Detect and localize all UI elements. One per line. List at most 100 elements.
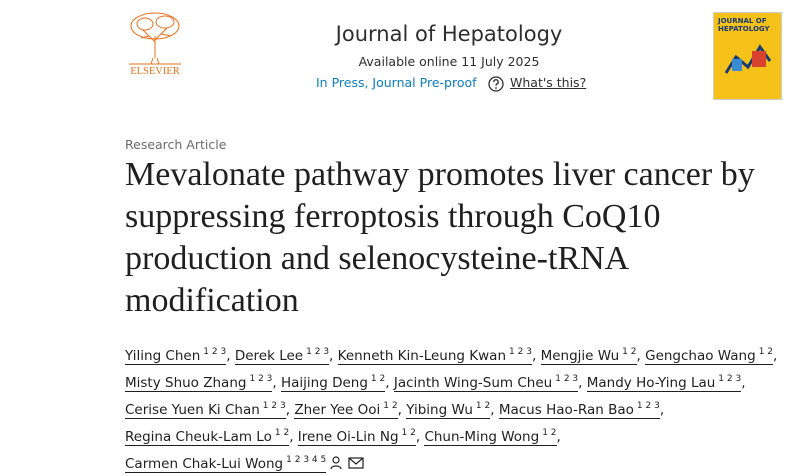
contact-icons[interactable] — [330, 456, 366, 470]
affiliation: 2 — [630, 347, 637, 357]
affiliation: 1 — [286, 455, 292, 465]
separator: , — [329, 348, 334, 364]
affiliation: 3 — [735, 374, 742, 384]
author-name: Mandy Ho-Ying Lau — [586, 375, 716, 391]
author-link[interactable]: Haijing Deng 1 2 — [281, 374, 386, 392]
author-name: Macus Hao-Ran Bao — [498, 402, 634, 418]
affiliations: 1 2 3 — [509, 347, 532, 357]
affiliations: 1 2 — [542, 428, 556, 438]
affiliation: 3 — [323, 347, 330, 357]
affiliation: 1 — [274, 428, 281, 438]
author-link[interactable]: Kenneth Kin-Leung Kwan 1 2 3 — [337, 347, 532, 365]
author-link[interactable]: Zher Yee Ooi 1 2 — [294, 401, 398, 419]
affiliation: 1 — [718, 374, 725, 384]
affiliation: 2 — [645, 401, 652, 411]
author-link[interactable]: Cerise Yuen Ki Chan 1 2 3 — [125, 401, 286, 419]
author-link[interactable]: Chun-Ming Wong 1 2 — [424, 428, 557, 446]
affiliation: 1 — [758, 347, 765, 357]
author-name: Cerise Yuen Ki Chan — [125, 402, 260, 418]
author-line: Regina Cheuk-Lam Lo 1 2, Irene Oi-Lin Ng 1… — [125, 422, 795, 449]
author-name: Jacinth Wing-Sum Cheu — [393, 375, 553, 391]
author-link[interactable]: Derek Lee 1 2 3 — [234, 347, 330, 365]
author-link[interactable]: Yibing Wu 1 2 — [406, 401, 491, 419]
author-name: Derek Lee — [234, 348, 304, 364]
author-name: Zher Yee Ooi — [294, 402, 381, 418]
separator: , — [578, 375, 583, 391]
author-name: Haijing Deng — [281, 375, 368, 391]
page: ELSEVIER Journal of Hepatology Available… — [125, 12, 782, 473]
article-type: Research Article — [125, 137, 227, 152]
author-line: Cerise Yuen Ki Chan 1 2 3, Zher Yee Ooi 1 … — [125, 395, 795, 422]
separator: , — [556, 429, 561, 445]
author-name: Gengchao Wang — [645, 348, 756, 364]
affiliation: 2 — [517, 347, 524, 357]
cover-art — [724, 44, 772, 74]
affiliations: 1 2 — [371, 374, 385, 384]
affiliations: 1 2 3 — [718, 374, 741, 384]
author-link[interactable]: Regina Cheuk-Lam Lo 1 2 — [125, 428, 290, 446]
cover-title: JOURNAL OF HEPATOLOGY — [718, 17, 770, 33]
author-list: Yiling Chen 1 2 3, Derek Lee 1 2 3, Kennet… — [125, 341, 795, 476]
affiliation: 1 — [509, 347, 515, 357]
affiliation: 1 — [249, 374, 256, 384]
affiliation: 2 — [767, 347, 774, 357]
affiliation: 3 — [303, 455, 310, 465]
help-link[interactable]: What's this? — [510, 75, 587, 90]
separator: , — [636, 348, 641, 364]
author-name: Irene Oi-Lin Ng — [297, 429, 399, 445]
affiliation: 3 — [280, 401, 286, 411]
author-name: Yibing Wu — [406, 402, 473, 418]
affiliations: 1 2 3 — [555, 374, 578, 384]
author-line: Yiling Chen 1 2 3, Derek Lee 1 2 3, Kennet… — [125, 341, 795, 368]
author-link[interactable]: Misty Shuo Zhang 1 2 3 — [125, 374, 273, 392]
affiliation: 3 — [654, 401, 660, 411]
affiliation: 1 — [370, 374, 377, 384]
article-title: Mevalonate pathway promotes liver cancer… — [125, 156, 755, 319]
author-link[interactable]: Irene Oi-Lin Ng 1 2 — [297, 428, 416, 446]
affiliations: 1 2 3 — [306, 347, 329, 357]
affiliation: 1 — [262, 401, 269, 411]
affiliations: 1 2 — [622, 347, 636, 357]
author-link[interactable]: Carmen Chak-Lui Wong 1 2 3 4 5 — [125, 455, 327, 473]
affiliation: 2 — [271, 401, 278, 411]
available-date: Available online 11 July 2025 — [358, 54, 540, 69]
affiliation: 1 — [475, 401, 482, 411]
affiliation: 2 — [726, 374, 733, 384]
help-icon — [488, 76, 504, 92]
author-line: Misty Shuo Zhang 1 2 3, Haijing Deng 1 2, … — [125, 368, 795, 395]
author-name: Regina Cheuk-Lam Lo — [125, 429, 272, 445]
author-name: Chun-Ming Wong — [424, 429, 540, 445]
separator: , — [415, 429, 421, 445]
author-link[interactable]: Gengchao Wang 1 2 — [645, 347, 774, 365]
affiliation: 2 — [563, 374, 570, 384]
affiliations: 1 2 — [383, 401, 397, 411]
author-link[interactable]: Yiling Chen 1 2 3 — [125, 347, 227, 365]
author-link[interactable]: Macus Hao-Ran Bao 1 2 3 — [498, 401, 660, 419]
affiliations: 1 2 3 4 5 — [286, 455, 326, 465]
affiliation: 1 — [622, 347, 628, 357]
affiliations: 1 2 — [402, 428, 416, 438]
author-name: Misty Shuo Zhang — [125, 375, 247, 391]
affiliations: 1 2 — [759, 347, 773, 357]
separator: , — [272, 375, 277, 391]
affiliation: 2 — [211, 347, 218, 357]
journal-cover[interactable]: JOURNAL OF HEPATOLOGY — [713, 12, 782, 100]
separator: , — [773, 348, 778, 364]
author-link[interactable]: Jacinth Wing-Sum Cheu 1 2 3 — [393, 374, 579, 392]
author-link[interactable]: Mengjie Wu 1 2 — [540, 347, 637, 365]
affiliation: 1 — [636, 401, 643, 411]
author-link[interactable]: Mandy Ho-Ying Lau 1 2 3 — [586, 374, 742, 392]
separator: , — [397, 402, 402, 418]
affiliation: 1 — [306, 347, 312, 357]
separator: , — [385, 375, 390, 391]
affiliation: 2 — [550, 428, 557, 438]
affiliation: 2 — [410, 428, 416, 438]
separator: , — [285, 402, 291, 418]
affiliation: 3 — [266, 374, 273, 384]
affiliations: 1 2 3 — [203, 347, 226, 357]
elsevier-logo: ELSEVIER — [129, 12, 181, 77]
publisher: ELSEVIER — [130, 66, 180, 77]
journal-title[interactable]: Journal of Hepatology — [335, 22, 563, 46]
affiliations: 1 2 3 — [263, 401, 286, 411]
author-name: Kenneth Kin-Leung Kwan — [337, 348, 507, 364]
